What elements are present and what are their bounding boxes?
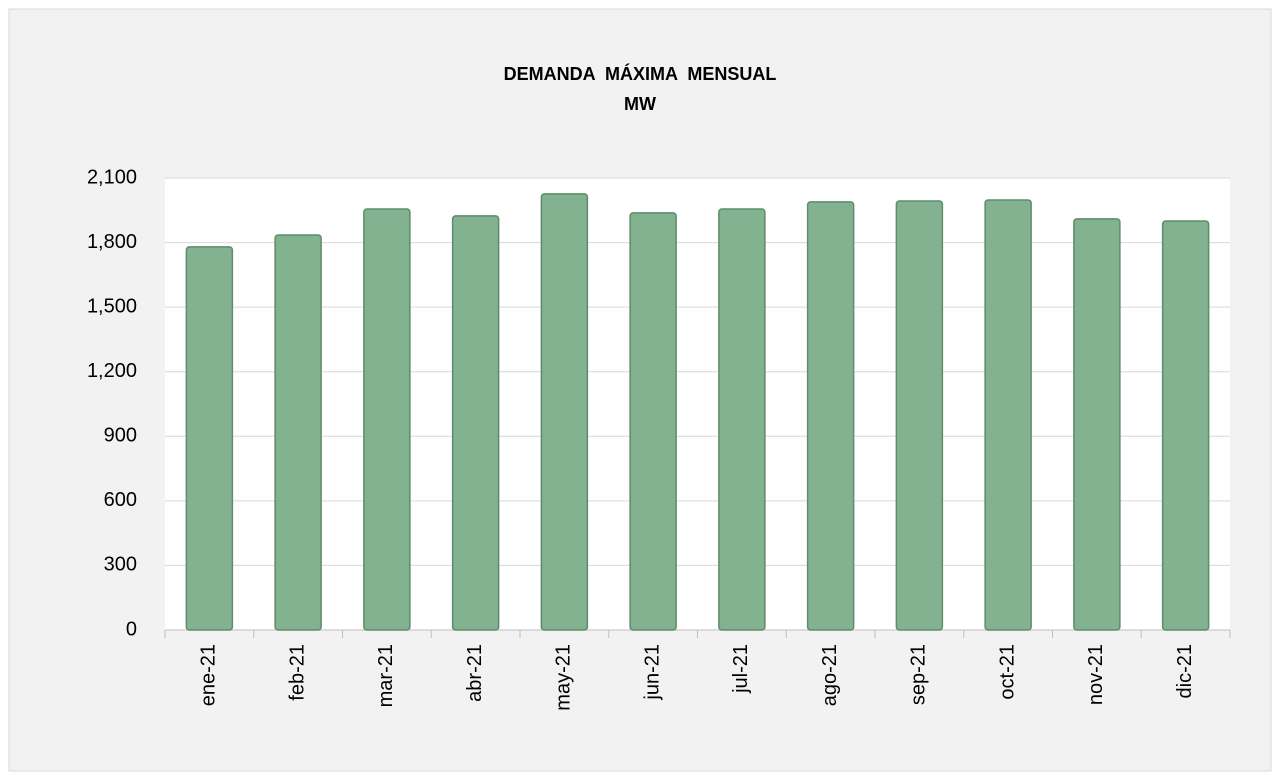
bar xyxy=(629,212,677,631)
x-tick-label: oct-21 xyxy=(996,644,1018,700)
y-tick-label: 1,200 xyxy=(87,360,137,382)
x-tick-label: may-21 xyxy=(553,644,575,711)
bar xyxy=(274,234,322,631)
y-tick-label: 300 xyxy=(104,554,137,576)
bar xyxy=(363,208,411,631)
plot-area xyxy=(165,178,1230,630)
x-tick-label: ago-21 xyxy=(819,644,841,706)
x-tick-label: feb-21 xyxy=(286,644,308,701)
bar xyxy=(185,246,234,631)
y-tick-label: 1,500 xyxy=(87,295,137,317)
x-tick-label: nov-21 xyxy=(1085,644,1107,705)
x-tick-label: jul-21 xyxy=(730,644,752,694)
bar xyxy=(895,200,944,631)
y-tick-label: 0 xyxy=(126,618,137,640)
y-tick-label: 900 xyxy=(104,425,137,447)
y-tick-label: 2,100 xyxy=(87,166,137,188)
bar xyxy=(1073,218,1121,631)
bar xyxy=(540,193,589,631)
chart-subtitle: MW xyxy=(624,94,656,114)
x-tick-label: jun-21 xyxy=(641,644,663,701)
x-tick-label: ene-21 xyxy=(198,644,220,706)
bar xyxy=(1161,220,1210,631)
bar xyxy=(984,199,1032,631)
y-tick-label: 1,800 xyxy=(87,231,137,253)
x-tick-label: sep-21 xyxy=(908,644,930,705)
chart-title: DEMANDA MÁXIMA MENSUAL xyxy=(504,63,777,84)
bar xyxy=(451,215,500,631)
x-tick-label: mar-21 xyxy=(375,644,397,707)
bar xyxy=(718,208,766,631)
x-tick-label: abr-21 xyxy=(464,644,486,702)
x-tick-label: dic-21 xyxy=(1174,644,1196,698)
y-tick-label: 600 xyxy=(104,489,137,511)
bar xyxy=(806,201,855,631)
